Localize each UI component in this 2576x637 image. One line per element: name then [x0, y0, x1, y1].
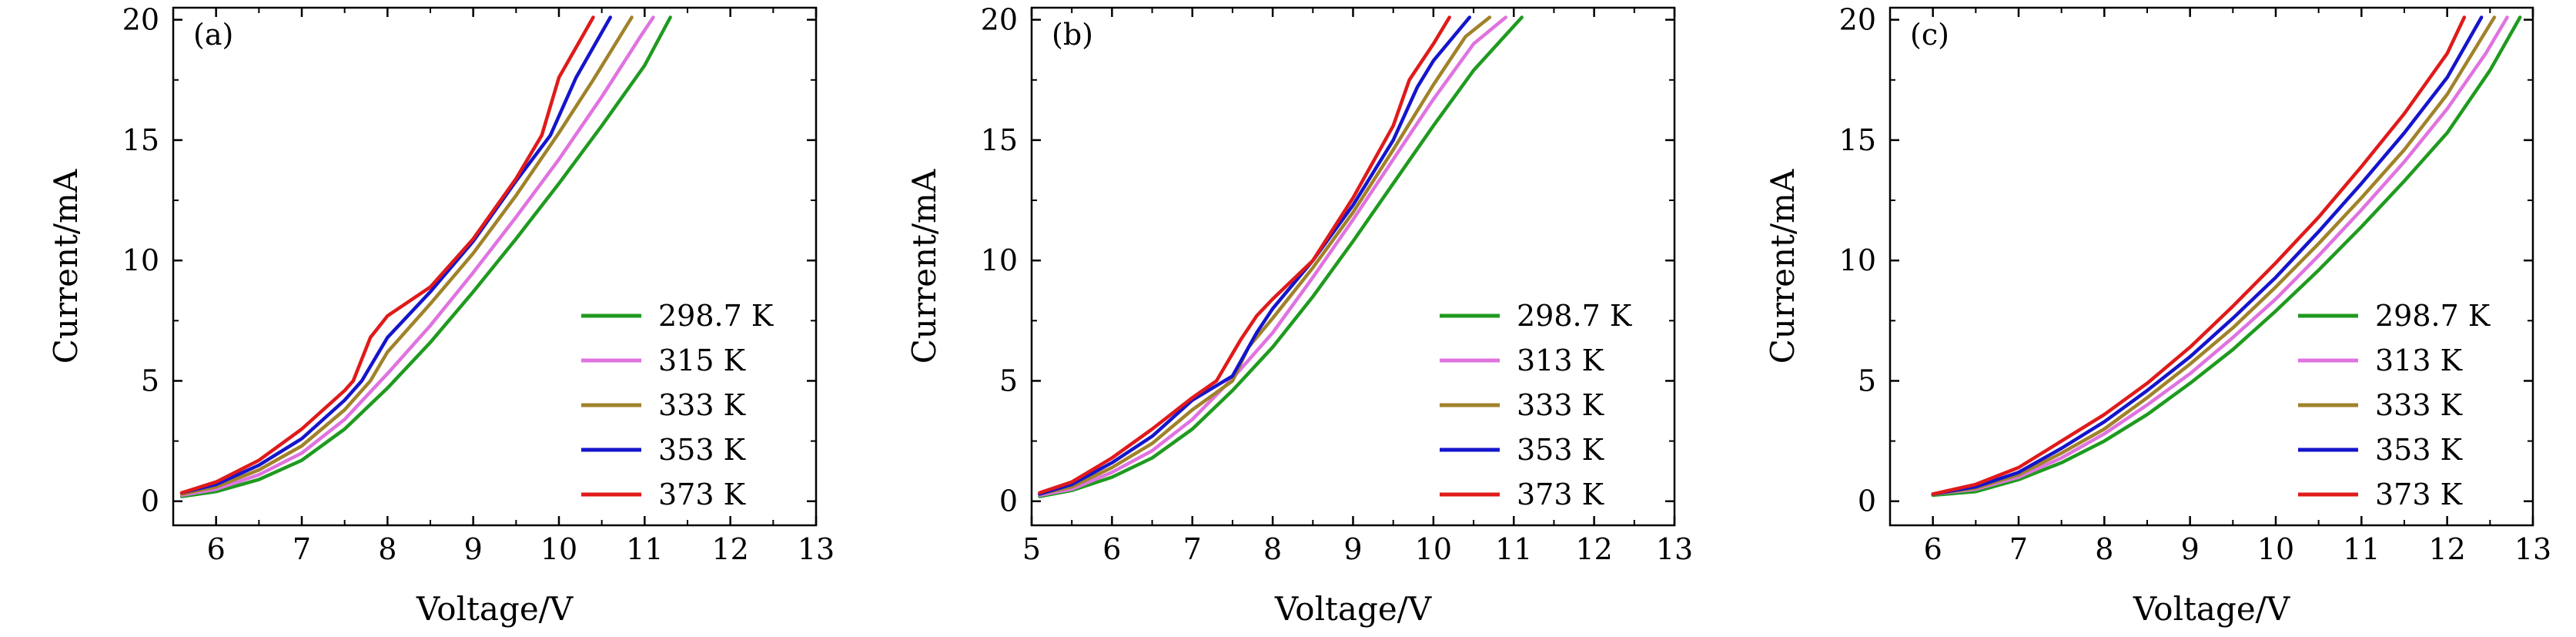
- x-tick-label: 10: [2257, 532, 2294, 566]
- y-tick-label: 0: [999, 484, 1018, 518]
- legend-label: 353 K: [658, 433, 746, 467]
- series-line-298-7-k: [1038, 15, 1524, 498]
- legend-label: 333 K: [658, 388, 746, 422]
- y-tick-label: 20: [122, 3, 159, 37]
- series-line-313-k: [1038, 15, 1508, 498]
- legend-label: 298.7 K: [2375, 299, 2491, 333]
- panel-a: 6 7 8 9 10 11 12 13 0 5 10 15 20 (a) Voltage/V Current/…: [0, 0, 858, 637]
- x-tick-label: 9: [464, 532, 483, 566]
- x-tick-label: 7: [293, 532, 311, 566]
- series-line-353-k: [179, 15, 613, 495]
- legend-label: 298.7 K: [1517, 299, 1632, 333]
- plot-frame: [172, 6, 818, 527]
- x-axis-label: Voltage/V: [1274, 590, 1432, 628]
- x-tick-label: 13: [2514, 532, 2551, 566]
- panel-label-c: (c): [1910, 18, 1949, 52]
- x-tick-label: 5: [1022, 532, 1041, 566]
- series-line-333-k: [1038, 15, 1492, 496]
- legend-label: 333 K: [1517, 388, 1604, 422]
- y-tick-label: 20: [1839, 3, 1876, 37]
- x-tick-label: 9: [2181, 532, 2200, 566]
- legend-label: 315 K: [658, 344, 746, 377]
- series-line-373-k: [1931, 15, 2467, 496]
- legend-label: 353 K: [2375, 433, 2463, 467]
- series-line-353-k: [1038, 15, 1472, 496]
- x-tick-label: 12: [1575, 532, 1612, 566]
- y-tick-label: 5: [999, 364, 1018, 397]
- panel-b: 5 6 7 8 9 10 11 12 13 0 5 10 15 20 (b) Voltage/V Current…: [858, 0, 1717, 637]
- legend-label: 373 K: [1517, 478, 1604, 511]
- y-tick-label: 15: [981, 123, 1018, 157]
- y-tick-label: 10: [122, 243, 159, 277]
- series-line-315-k: [179, 15, 655, 498]
- x-tick-label: 13: [798, 532, 835, 566]
- y-tick-label: 10: [981, 243, 1018, 277]
- y-axis-label: Current/mA: [1764, 169, 1802, 364]
- y-tick-label: 20: [981, 3, 1018, 37]
- x-axis-label: Voltage/V: [2133, 590, 2290, 628]
- x-tick-label: 8: [1263, 532, 1282, 566]
- x-tick-label: 7: [1183, 532, 1202, 566]
- x-tick-label: 8: [2095, 532, 2113, 566]
- legend-label: 373 K: [658, 478, 746, 511]
- x-tick-label: 7: [2009, 532, 2028, 566]
- legend-label: 373 K: [2375, 478, 2463, 511]
- x-tick-label: 10: [1415, 532, 1452, 566]
- y-tick-label: 0: [1858, 484, 1876, 518]
- x-tick-label: 6: [1102, 532, 1121, 566]
- x-tick-label: 12: [2428, 532, 2465, 566]
- series-line-298-7-k: [1931, 15, 2522, 498]
- x-tick-label: 11: [1495, 532, 1532, 566]
- y-tick-label: 15: [1839, 123, 1876, 157]
- x-tick-label: 8: [378, 532, 396, 566]
- series-line-373-k: [1038, 15, 1451, 495]
- series-line-313-k: [1931, 15, 2509, 496]
- panel-label-a: (a): [193, 18, 233, 52]
- series-line-373-k: [179, 15, 595, 495]
- series-line-353-k: [1931, 15, 2484, 496]
- y-tick-label: 5: [1858, 364, 1876, 397]
- series-line-333-k: [1931, 15, 2497, 496]
- y-axis-label: Current/mA: [905, 169, 943, 364]
- y-axis-label: Current/mA: [47, 169, 85, 364]
- x-tick-label: 11: [626, 532, 663, 566]
- x-tick-label: 12: [711, 532, 748, 566]
- legend-label: 313 K: [2375, 344, 2463, 377]
- x-tick-label: 9: [1343, 532, 1362, 566]
- y-tick-label: 0: [141, 484, 159, 518]
- chart-c: 6 7 8 9 10 11 12 13 0 5 10 15 20 (c) Voltage/V Current/…: [1764, 3, 2551, 628]
- panel-c: 6 7 8 9 10 11 12 13 0 5 10 15 20 (c) Voltage/V Current/…: [1717, 0, 2575, 637]
- y-tick-label: 15: [122, 123, 159, 157]
- panel-label-b: (b): [1052, 18, 1093, 52]
- chart-a: 6 7 8 9 10 11 12 13 0 5 10 15 20 (a) Voltage/V Current/…: [47, 3, 835, 628]
- series-line-298-7-k: [179, 15, 672, 498]
- legend-label: 333 K: [2375, 388, 2463, 422]
- x-tick-label: 6: [1924, 532, 1942, 566]
- y-tick-label: 5: [141, 364, 159, 397]
- y-tick-label: 10: [1839, 243, 1876, 277]
- x-tick-label: 11: [2343, 532, 2380, 566]
- legend-label: 353 K: [1517, 433, 1604, 467]
- x-tick-label: 10: [540, 532, 577, 566]
- x-tick-label: 6: [207, 532, 226, 566]
- legend-label: 298.7 K: [658, 299, 774, 333]
- x-axis-label: Voltage/V: [416, 590, 574, 628]
- series-line-333-k: [179, 15, 634, 496]
- x-tick-label: 13: [1656, 532, 1693, 566]
- legend-label: 313 K: [1517, 344, 1604, 377]
- plot-frame: [1889, 6, 2534, 527]
